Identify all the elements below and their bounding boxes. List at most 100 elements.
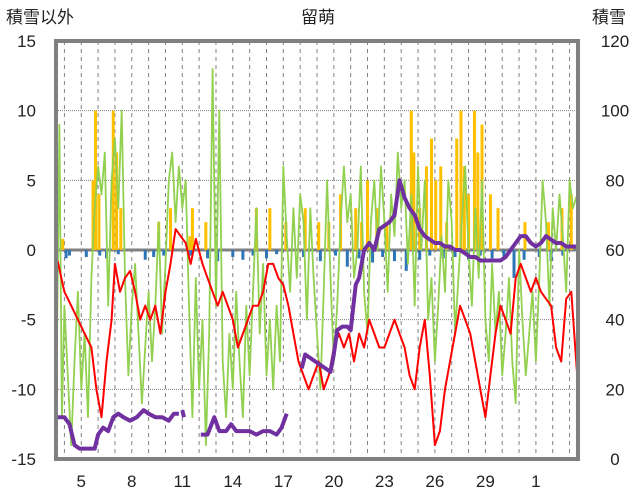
y-right-tick-label: 80 — [606, 171, 625, 190]
precip-bar — [189, 250, 193, 256]
snowfall-bar — [169, 208, 173, 250]
snowfall-bar — [111, 110, 115, 251]
snowfall-bar — [354, 208, 358, 250]
snowfall-bar — [488, 194, 492, 250]
x-tick-label: 23 — [375, 472, 394, 491]
snowfall-bar — [430, 138, 434, 250]
precip-bar — [64, 250, 68, 259]
precip-bar — [152, 250, 156, 257]
y-right-tick-label: 40 — [606, 311, 625, 330]
precip-bar — [561, 250, 565, 256]
precip-bar — [143, 250, 147, 260]
precip-bar — [251, 250, 255, 256]
y-left-tick-label: 5 — [27, 171, 36, 190]
y-right-tick-label: 20 — [606, 380, 625, 399]
chart-title: 留萌 — [301, 8, 335, 28]
lines-layer — [55, 68, 579, 451]
precip-bar — [162, 250, 166, 256]
snowfall-bar — [385, 222, 389, 250]
snowfall-bar — [91, 180, 95, 250]
snow_depth-line — [200, 413, 289, 437]
left-axis-title: 積雪以外 — [6, 8, 74, 28]
precip-bar — [357, 250, 361, 259]
precip-bar — [275, 250, 279, 255]
x-tick-label: 5 — [77, 472, 86, 491]
snowfall-bar — [190, 208, 194, 250]
precip-bar — [98, 250, 102, 256]
y-left-tick-label: -15 — [11, 450, 36, 469]
snowfall-bar — [97, 194, 101, 250]
x-tick-label: 20 — [324, 472, 343, 491]
right-axis-title: 積雪 — [592, 8, 626, 28]
snowfall-bar — [569, 194, 573, 250]
precip-bar — [522, 250, 526, 260]
precip-bar — [512, 250, 516, 278]
snowfall-bar — [496, 208, 500, 250]
snowfall-bar — [268, 208, 272, 250]
snowfall-bar — [467, 194, 471, 250]
snowfall-bar — [115, 152, 119, 250]
snowfall-bar — [476, 152, 480, 250]
y-left-tick-label: -10 — [11, 380, 36, 399]
snow_depth-line — [299, 178, 578, 374]
snow_depth-line — [180, 409, 186, 418]
snowfall-bar — [317, 222, 321, 250]
precip-bar — [502, 250, 506, 257]
x-tick-label: 26 — [425, 472, 444, 491]
precip-bar — [418, 250, 422, 260]
precip-bar — [67, 250, 71, 256]
precip-bar — [334, 250, 338, 256]
snow_depth-line — [57, 408, 179, 451]
snowfall-bar — [119, 208, 123, 250]
snowfall-bar — [204, 222, 208, 250]
precip-bar — [381, 250, 385, 257]
precip-bar — [231, 250, 235, 257]
snowfall-bar — [459, 110, 463, 251]
snowfall-bar — [360, 222, 364, 250]
precip-bar — [428, 250, 432, 256]
precip-bar — [371, 250, 375, 263]
precip-bar — [84, 250, 88, 257]
snowfall-bar — [439, 166, 443, 250]
snowfall-bar — [409, 110, 413, 251]
tick-labels: 15 10 5 0 -5 -10 -15 120 100 80 60 40 20 0 5 8 11 14 17 20 2… — [11, 32, 629, 491]
snowfall-bar — [188, 236, 192, 250]
x-tick-label: 1 — [531, 472, 540, 491]
snowfall-bar — [303, 208, 307, 250]
x-tick-label: 11 — [173, 472, 191, 491]
snowfall-bar — [472, 110, 476, 251]
snowfall-bar — [455, 138, 459, 250]
snowfall-bar — [424, 166, 428, 250]
plot-frame — [54, 39, 580, 461]
snowfall-bar — [366, 180, 370, 250]
y-left-tick-label: -5 — [21, 311, 36, 330]
precip-bar — [490, 250, 494, 259]
snowfall-bar — [462, 166, 466, 250]
snowfall-bar — [94, 110, 98, 251]
y-right-tick-label: 0 — [610, 450, 619, 469]
y-right-tick-label: 60 — [606, 241, 625, 260]
snowfall-bar — [434, 180, 438, 250]
precip-bar — [302, 250, 306, 257]
temperature-line — [56, 228, 579, 447]
precip-bar — [241, 250, 245, 260]
precip-bar — [116, 250, 120, 255]
precip-bar — [453, 250, 457, 257]
snowfall-bar — [412, 152, 416, 250]
snowfall-bar — [61, 238, 65, 250]
precip-bar — [206, 250, 210, 259]
precip-bar — [264, 250, 268, 259]
y-right-tick-label: 100 — [601, 102, 629, 121]
y-right-tick-label: 120 — [601, 32, 629, 51]
wind-line — [55, 68, 579, 447]
y-left-tick-label: 15 — [17, 32, 36, 51]
precip-bar — [345, 250, 349, 267]
x-tick-label: 14 — [223, 472, 242, 491]
y-left-tick-label: 10 — [17, 102, 36, 121]
precip-bar — [404, 250, 408, 271]
x-tick-label: 8 — [127, 472, 136, 491]
x-tick-label: 17 — [274, 472, 293, 491]
precip-bar — [318, 250, 322, 262]
precip-bar — [392, 250, 396, 262]
